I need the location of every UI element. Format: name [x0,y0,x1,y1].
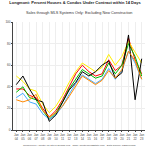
svg-text:Jan08: Jan08 [40,133,45,141]
svg-text:20: 20 [7,106,11,110]
svg-text:Jan11: Jan11 [60,133,65,141]
svg-text:Jan04: Jan04 [14,133,19,141]
svg-text:Jan07: Jan07 [34,133,39,141]
svg-text:Sales through MLS Systems Only: Sales through MLS Systems Only: Excludin… [26,11,132,15]
svg-text:Jan13: Jan13 [73,133,78,141]
svg-text:Jan05: Jan05 [20,133,25,141]
svg-text:40: 40 [7,85,11,89]
svg-text:Jan17: Jan17 [100,133,105,141]
svg-text:Compiled by Agentry for Steve: Compiled by Agentry for Steve Downs LLC … [23,144,136,147]
svg-text:Jan14: Jan14 [80,133,85,141]
svg-text:Jan21: Jan21 [126,133,131,141]
svg-text:Jan23: Jan23 [139,133,144,141]
svg-text:Longmont: Percent Houses & Con: Longmont: Percent Houses & Condos Under … [9,0,141,5]
svg-text:100: 100 [5,20,10,24]
svg-text:80: 80 [7,42,11,46]
svg-text:Jan06: Jan06 [27,133,32,141]
svg-text:Jan19: Jan19 [113,133,118,141]
svg-text:0: 0 [9,128,11,132]
svg-text:Jan15: Jan15 [86,133,91,141]
svg-text:60: 60 [7,63,11,67]
svg-text:Jan18: Jan18 [106,133,111,141]
svg-text:Jan22: Jan22 [133,133,138,141]
svg-text:Jan16: Jan16 [93,133,98,141]
svg-text:Jan09: Jan09 [47,133,52,141]
svg-text:Jan12: Jan12 [67,133,72,141]
svg-text:Jan20: Jan20 [119,133,124,141]
svg-text:Jan10: Jan10 [53,133,58,141]
